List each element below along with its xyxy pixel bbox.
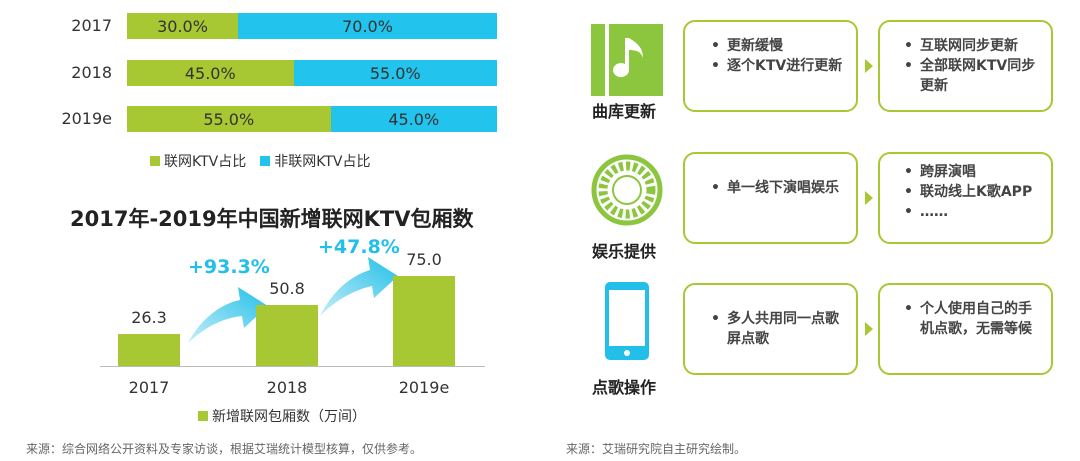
traditional-box: • 更新缓慢 • 逐个KTV进行更新 — [683, 20, 858, 112]
column-bar — [393, 276, 455, 366]
comparison-item: • 跨屏演唱 — [904, 162, 1041, 182]
bullet-icon: • — [711, 180, 720, 196]
legend-swatch-boxes — [198, 411, 208, 421]
bar-segment-unconnected: 70.0% — [238, 13, 497, 39]
growth-arrow-1 — [188, 287, 268, 343]
bar-category-label: 2018 — [71, 63, 112, 82]
bar-category-label: 2019e — [61, 109, 112, 128]
bar-segment-unconnected: 45.0% — [330, 106, 497, 132]
column-category-label: 2017 — [128, 378, 170, 397]
comparison-item: • 逐个KTV进行更新 — [711, 56, 846, 76]
legend-label-connected: 联网KTV占比 — [164, 154, 247, 170]
comparison-item-text: …… — [920, 204, 948, 220]
legend-label-boxes: 新增联网包厢数（万间） — [212, 409, 366, 425]
bar-data-label: 70.0% — [342, 16, 393, 36]
bar-segment-unconnected: 55.0% — [293, 60, 497, 86]
bar-segment-connected: 55.0% — [127, 106, 331, 132]
stacked-legend: 联网KTV占比 非联网KTV占比 — [150, 151, 370, 171]
column-legend: 新增联网包厢数（万间） — [198, 406, 366, 426]
legend-swatch-unconnected — [260, 156, 271, 166]
comparison-item-text: 互联网同步更新 — [920, 38, 1018, 54]
comparison-item-text: 个人使用自己的手机点歌，无需等候 — [920, 301, 1032, 337]
growth-arrow-2 — [320, 257, 398, 316]
bullet-icon: • — [711, 38, 720, 54]
source-right: 来源：艾瑞研究院自主研究绘制。 — [566, 442, 747, 456]
bar-data-label: 55.0% — [203, 109, 255, 129]
bullet-icon: • — [904, 38, 913, 54]
comparison-item: • 互联网同步更新 — [904, 36, 1041, 56]
arrow-right-icon — [865, 191, 873, 205]
music-note-icon — [591, 24, 663, 96]
column-value-label: 50.8 — [269, 279, 305, 299]
bullet-icon: • — [711, 58, 720, 74]
column-bar — [256, 305, 318, 366]
column-chart-title: 2017年-2019年中国新增联网KTV包厢数 — [70, 207, 474, 231]
bullet-icon: • — [904, 58, 913, 74]
bullet-icon: • — [904, 164, 913, 180]
legend-label-unconnected: 非联网KTV占比 — [274, 154, 371, 170]
comparison-item-text: 跨屏演唱 — [920, 164, 976, 180]
source-left: 来源：综合网络公开资料及专家访谈，根据艾瑞统计模型核算，仅供参考。 — [26, 442, 423, 456]
connected-box: • 个人使用自己的手机点歌，无需等候 — [878, 283, 1053, 375]
traditional-box: • 多人共用同一点歌屏点歌 — [683, 283, 858, 375]
comparison-item-text: 全部联网KTV同步更新 — [920, 58, 1036, 94]
column-bar — [118, 334, 180, 366]
comparison-item: • 个人使用自己的手机点歌，无需等候 — [904, 299, 1041, 339]
column-value-label: 26.3 — [131, 308, 167, 328]
row-label-ordering: 点歌操作 — [591, 378, 656, 397]
bar-segment-connected: 30.0% — [127, 13, 238, 39]
x-axis-line — [100, 366, 485, 367]
traditional-box: • 单一线下演唱娱乐 — [683, 152, 858, 244]
bar-data-label: 55.0% — [369, 63, 421, 83]
comparison-item-text: 单一线下演唱娱乐 — [727, 180, 839, 196]
comparison-item-text: 更新缓慢 — [727, 38, 783, 54]
arrow-right-icon — [865, 322, 873, 336]
comparison-item-text: 联动线上K歌APP — [920, 184, 1033, 200]
comparison-item: • …… — [904, 202, 1041, 222]
column-value-label: 75.0 — [406, 250, 442, 269]
column-category-label: 2018 — [266, 378, 308, 397]
bar-data-label: 30.0% — [157, 16, 208, 36]
phone-icon — [591, 282, 663, 360]
column-category-label: 2019e — [398, 378, 450, 397]
comparison-item: • 联动线上K歌APP — [904, 182, 1041, 202]
bar-segment-connected: 45.0% — [127, 60, 294, 86]
comparison-item: • 多人共用同一点歌屏点歌 — [711, 309, 846, 349]
bullet-icon: • — [711, 311, 720, 327]
growth-label-1: +93.3% — [188, 256, 270, 278]
comparison-item-text: 逐个KTV进行更新 — [727, 58, 843, 74]
comparison-item-text: 多人共用同一点歌屏点歌 — [727, 311, 839, 347]
bullet-icon: • — [904, 204, 913, 220]
comparison-item: • 更新缓慢 — [711, 36, 846, 56]
growth-arrows — [188, 257, 398, 343]
bullet-icon: • — [904, 184, 913, 200]
bullet-icon: • — [904, 301, 913, 317]
comparison-item: • 单一线下演唱娱乐 — [711, 178, 846, 198]
comparison-item: • 全部联网KTV同步更新 — [904, 56, 1041, 96]
connected-box: • 跨屏演唱 • 联动线上K歌APP • …… — [878, 152, 1053, 244]
legend-swatch-connected — [150, 156, 160, 166]
bar-data-label: 45.0% — [184, 63, 236, 83]
ring-icon — [591, 154, 663, 226]
arrow-right-icon — [865, 59, 873, 73]
row-label-entertainment: 娱乐提供 — [591, 242, 656, 261]
connected-box: • 互联网同步更新 • 全部联网KTV同步更新 — [878, 20, 1053, 112]
bar-category-label: 2017 — [71, 16, 112, 35]
row-label-library: 曲库更新 — [591, 102, 656, 121]
bar-data-label: 45.0% — [388, 109, 440, 129]
growth-label-2: +47.8% — [318, 236, 400, 258]
